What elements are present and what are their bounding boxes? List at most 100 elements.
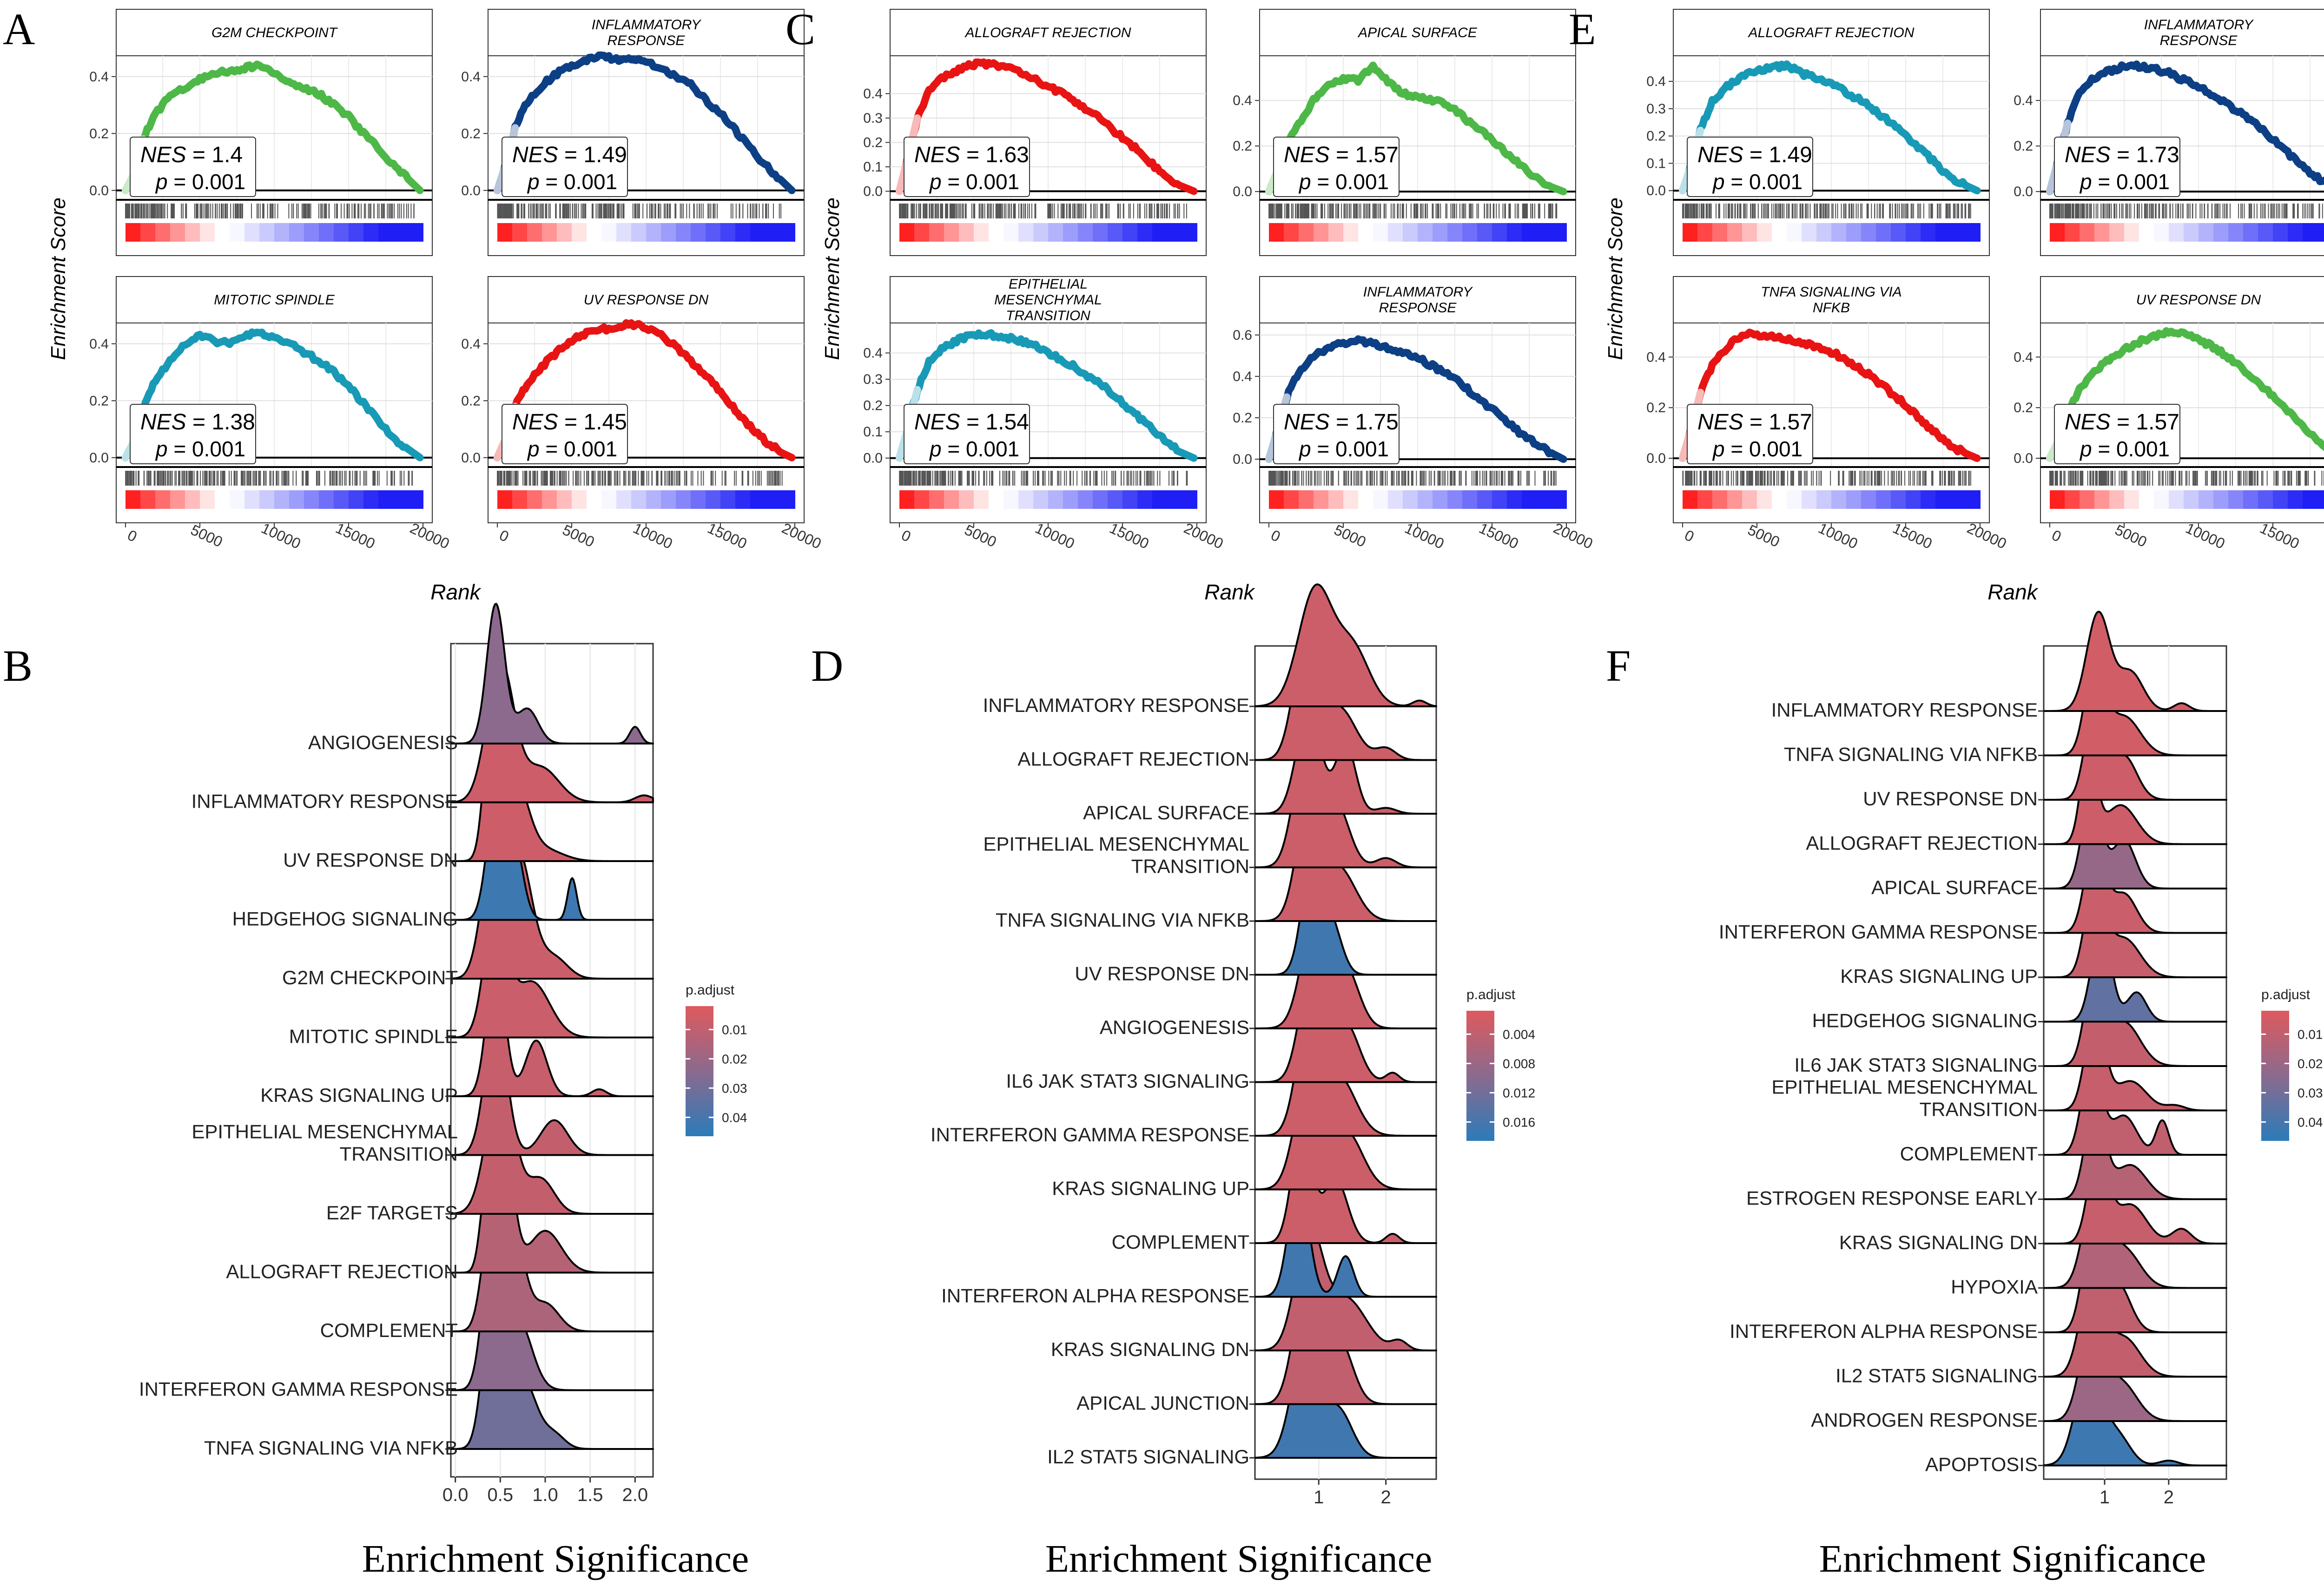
ridge-label: KRAS SIGNALING DN (1051, 1338, 1249, 1360)
rank-heat-cell (929, 223, 944, 242)
rank-heat-cell (1950, 223, 1966, 242)
ridge-label: INFLAMMATORY RESPONSE (1771, 699, 2038, 721)
y-tick-label: 0.2 (461, 393, 481, 408)
y-tick-label: 0.2 (2014, 400, 2033, 415)
x-tick-label: 15000 (1477, 520, 1521, 552)
rank-heat-cell (1712, 490, 1728, 509)
x-tick-label: 1 (2100, 1487, 2110, 1508)
ridge-label: TNFA SIGNALING VIA NFKB (996, 909, 1249, 931)
gsea-subplot: G2M CHECKPOINT 0.0 0.2 0.4 NES = 1.4 p = 0.00… (89, 9, 433, 256)
nes-text: NES = 1.45 (512, 410, 627, 435)
nes-text: NES = 1.57 (1697, 410, 1812, 435)
x-tick-label: 15000 (705, 520, 750, 552)
x-tick-label: 10000 (2183, 520, 2228, 552)
gene-hit-barcode (125, 471, 413, 486)
ridge-label: INFLAMMATORY RESPONSE (983, 694, 1249, 716)
rank-heat-cell (1447, 490, 1463, 509)
y-tick-label: 0.2 (461, 126, 481, 141)
nes-text: NES = 1.63 (914, 143, 1029, 167)
rank-heat-cell (1048, 490, 1063, 509)
running-score-line (1265, 61, 1567, 196)
rank-heat-cell (2184, 223, 2199, 242)
y-tick-label: 0.0 (89, 450, 109, 466)
rank-heat-cell (601, 223, 617, 242)
rank-heat-cell (1299, 490, 1314, 509)
rank-heat-cell (125, 223, 141, 242)
subplot-title: UV RESPONSE DN (584, 292, 709, 308)
rank-heat-cell (1921, 490, 1936, 509)
rank-heat-cell (1433, 223, 1448, 242)
legend-colorbar (1466, 1011, 1494, 1141)
rank-heat-cell (1433, 490, 1448, 509)
subplot-title: APICAL SURFACE (1357, 25, 1478, 40)
rank-heat-cell (1358, 223, 1373, 242)
subplot-title-strip (1259, 276, 1576, 323)
rank-heat-cell (1137, 490, 1153, 509)
rank-heat-cell (691, 490, 706, 509)
nes-text: NES = 1.49 (512, 143, 627, 167)
p-label: p (527, 170, 540, 194)
x-tick-label: 20000 (779, 520, 824, 552)
gsea-subplot: ALLOGRAFT REJECTION 0.0 0.1 0.2 0.3 0.4 NES = … (863, 9, 1207, 256)
y-tick-label: 0.2 (89, 393, 109, 408)
p-text: p = 0.001 (155, 437, 245, 461)
subplot-title: RESPONSE (607, 33, 686, 48)
y-tick-label: 0.2 (89, 126, 109, 141)
subplot-title: INFLAMMATORY (1363, 284, 1473, 300)
rank-heat-cell (780, 223, 795, 242)
rank-heat-cell (1048, 223, 1063, 242)
rank-heat-cell (646, 490, 661, 509)
running-score-line (494, 319, 796, 461)
ridgeline-panel: INFLAMMATORY RESPONSE TNFA SIGNALING VIA … (1606, 611, 2323, 1580)
p-text: p = 0.001 (1712, 437, 1802, 461)
ridge-label: UV RESPONSE DN (1863, 788, 2038, 810)
legend-tick-label: 0.01 (722, 1022, 747, 1037)
y-tick-label: 0.1 (863, 424, 883, 440)
nes-label-box (2054, 137, 2180, 197)
rank-heat-cell (1152, 223, 1168, 242)
p-value: = 0.001 (540, 170, 618, 194)
nes-value: = 1.73 (2111, 143, 2179, 167)
p-value: = 0.001 (1311, 170, 1389, 194)
legend-tick-label: 0.04 (2298, 1115, 2323, 1129)
rank-heat-cell (720, 223, 736, 242)
p-value: = 0.001 (168, 437, 246, 461)
rank-heat-cell (140, 223, 156, 242)
y-tick-label: 0.4 (89, 69, 109, 85)
running-score-line (2046, 60, 2324, 196)
rank-heat-cell (1552, 490, 1567, 509)
rank-heat-cell (1269, 490, 1284, 509)
x-axis-label: Rank (1204, 580, 1255, 604)
p-text: p = 0.001 (929, 170, 1019, 194)
gsea-subplot: APICAL SURFACE 0.0 0.2 0.4 NES = 1.57 p = 0.0… (1233, 9, 1576, 256)
legend-tick-label: 0.008 (1503, 1056, 1535, 1071)
rank-heat-cell (989, 490, 1004, 509)
rank-heat-cell (200, 490, 215, 509)
rank-heat-cell (1122, 490, 1138, 509)
rank-heat-cell (1921, 223, 1936, 242)
y-tick-label: 0.4 (1646, 74, 1666, 89)
rank-heat-cell (170, 490, 185, 509)
ridge-label: INTERFERON GAMMA RESPONSE (1719, 921, 2038, 943)
x-axis-title: Enrichment Significance (1819, 1537, 2206, 1580)
y-tick-label: 0.0 (863, 451, 883, 466)
rank-heat-cell (215, 490, 230, 509)
legend-colorbar (2261, 1011, 2289, 1141)
p-text: p = 0.001 (929, 437, 1019, 461)
y-tick-label: 0.1 (863, 159, 883, 175)
x-tick-label: 5000 (1745, 521, 1783, 551)
subplot-title-strip (116, 276, 433, 323)
p-label: p (2079, 170, 2092, 194)
rank-heat-cell (2154, 223, 2169, 242)
rank-heat-cell (2288, 223, 2303, 242)
y-tick-label: 0.4 (461, 69, 481, 85)
ridge-label: KRAS SIGNALING UP (260, 1084, 458, 1106)
nes-label: NES (1284, 143, 1330, 167)
p-value: = 0.001 (1311, 437, 1389, 461)
ridgeline-panel: INFLAMMATORY RESPONSE ALLOGRAFT REJECTION… (811, 583, 1535, 1580)
y-tick-label: 0.0 (461, 183, 481, 198)
rank-heat-cell (527, 223, 542, 242)
rank-heat-cell (1891, 490, 1906, 509)
p-label: p (1298, 437, 1311, 461)
panel-letter: A (3, 4, 35, 54)
